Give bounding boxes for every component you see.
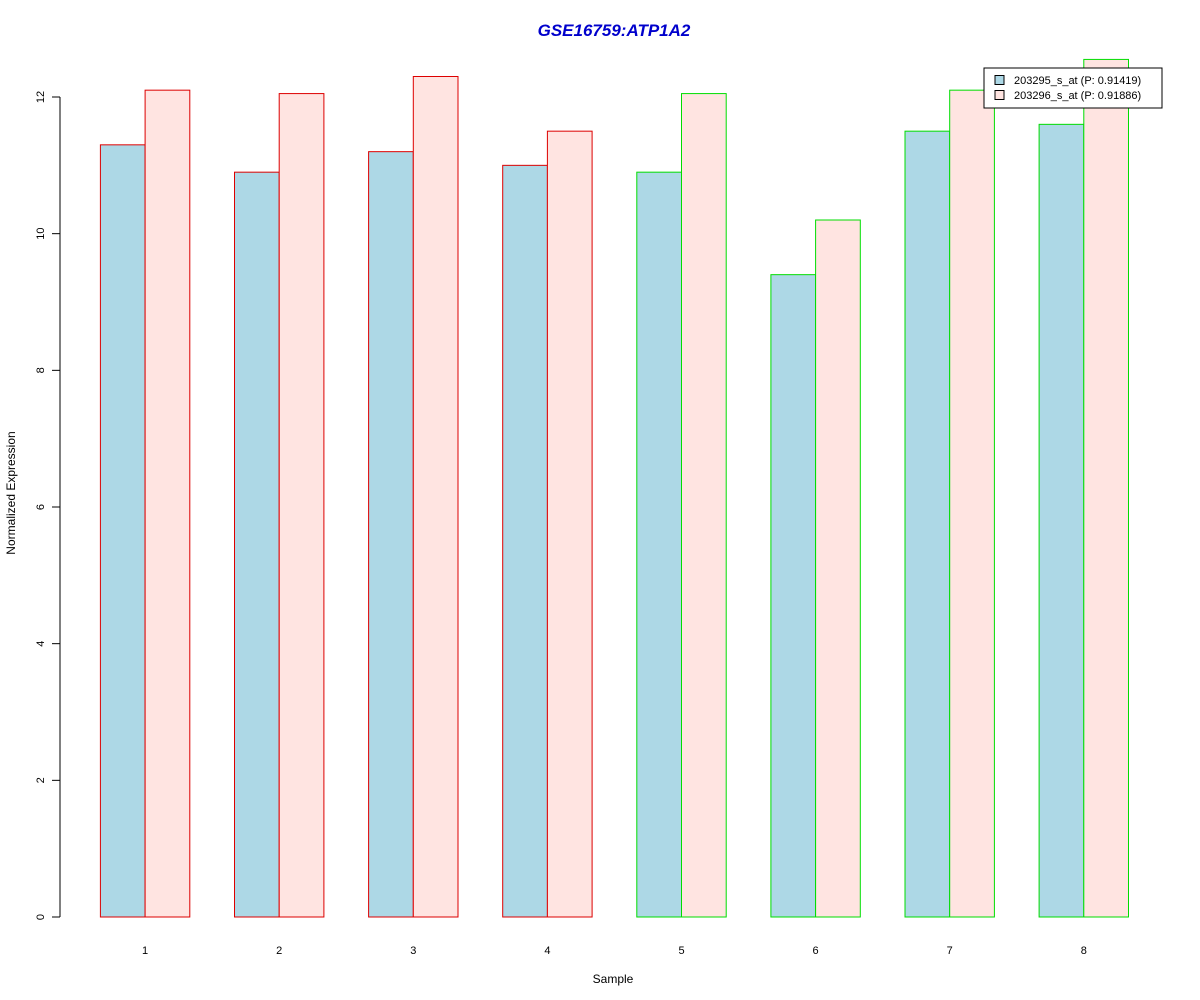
bar-sample-4-series-2 (546, 130, 593, 918)
x-tick-label: 2 (276, 945, 282, 957)
x-tick-label: 6 (813, 945, 819, 957)
bar-sample-6-series-1 (770, 274, 817, 918)
y-tick-label: 8 (35, 367, 47, 373)
bar-sample-1-series-2 (144, 89, 191, 918)
y-tick-label: 10 (35, 228, 47, 240)
legend-label-1: 203295_s_at (P: 0.91419) (1014, 75, 1141, 87)
bar-sample-1-series-1 (99, 144, 146, 918)
x-axis: 1 2 3 4 5 6 7 8 (142, 945, 1087, 957)
y-axis: 0 2 4 6 8 10 12 (35, 91, 61, 920)
bar-sample-3-series-2 (412, 76, 459, 918)
x-tick-label: 3 (410, 945, 416, 957)
x-tick-label: 7 (947, 945, 953, 957)
y-tick-label: 12 (35, 91, 47, 103)
legend-label-2: 203296_s_at (P: 0.91886) (1014, 90, 1141, 102)
legend-swatch-1 (994, 75, 1005, 85)
bars (99, 58, 1130, 918)
bar-sample-5-series-1 (636, 171, 682, 918)
chart-title: GSE16759:ATP1A2 (538, 21, 691, 40)
y-tick-label: 0 (35, 914, 47, 920)
bar-sample-8-series-2 (1083, 58, 1130, 918)
y-tick-label: 2 (35, 777, 47, 783)
x-tick-label: 5 (678, 945, 684, 957)
y-tick-label: 4 (35, 641, 47, 647)
bar-sample-4-series-1 (502, 164, 548, 918)
legend-box (983, 67, 1163, 109)
bar-sample-7-series-1 (904, 130, 951, 918)
bar-sample-3-series-1 (368, 151, 414, 918)
x-tick-label: 8 (1081, 945, 1087, 957)
x-tick-label: 4 (544, 945, 550, 957)
bar-sample-8-series-1 (1038, 123, 1085, 918)
x-axis-title: Sample (593, 972, 634, 986)
bar-sample-2-series-1 (234, 171, 280, 918)
y-axis-title: Normalized Expression (4, 431, 18, 554)
y-tick-label: 6 (35, 504, 47, 510)
x-tick-label: 1 (142, 945, 148, 957)
bar-sample-5-series-2 (681, 93, 727, 918)
legend: 203295_s_at (P: 0.91419) 203296_s_at (P: … (983, 67, 1163, 109)
bar-sample-6-series-2 (815, 219, 861, 918)
bar-sample-7-series-2 (949, 89, 995, 918)
legend-swatch-2 (994, 90, 1005, 100)
bar-sample-2-series-2 (278, 93, 325, 918)
